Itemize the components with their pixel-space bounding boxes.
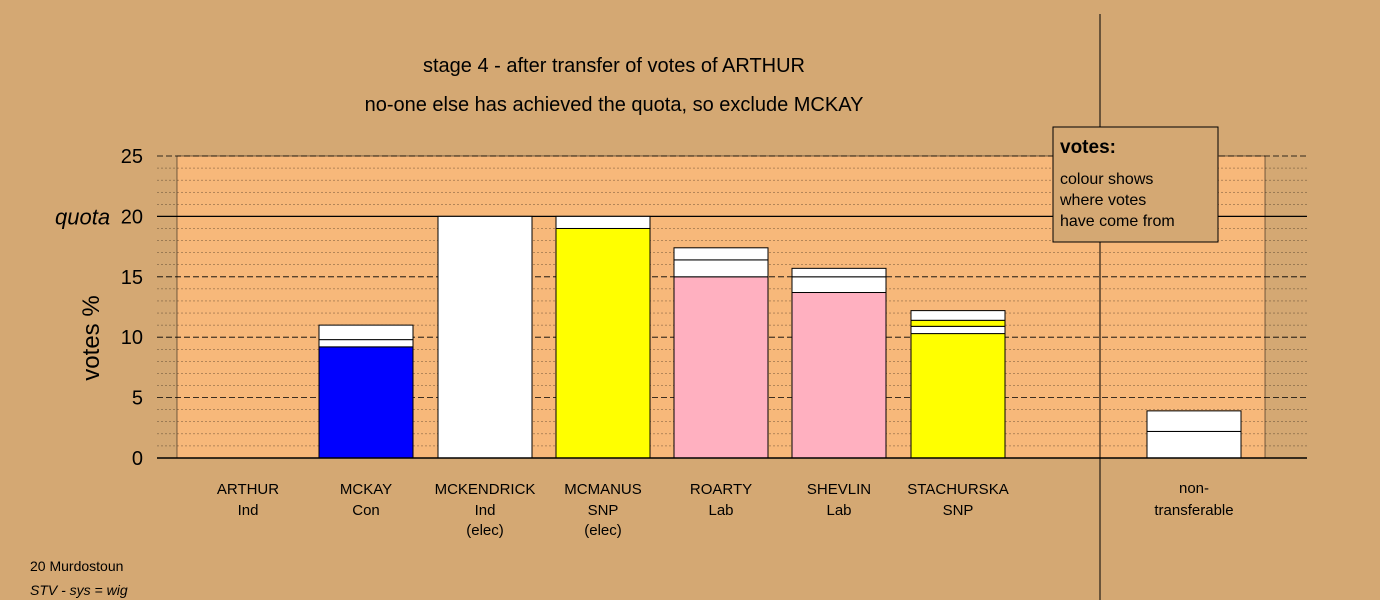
- y-tick-label: 5: [132, 388, 143, 410]
- candidate-arthur-party: Ind: [238, 502, 259, 519]
- candidate-mcmanus-party: SNP: [588, 502, 619, 519]
- y-axis-label: votes %: [78, 295, 105, 380]
- candidate-roarty-bar-segment: [673, 259, 769, 278]
- plot-area: 0 5 10 15 20 25 quota ARTHUR Ind MCKAY Con MCKENDRI…: [55, 14, 1307, 600]
- chart-title: stage 4 - after transfer of votes of ART…: [423, 55, 805, 77]
- candidate-stachurska-bar-segment: [910, 319, 1006, 327]
- candidate-stachurska-name: STACHURSKA: [907, 481, 1008, 498]
- candidate-mcmanus-note: (elec): [584, 522, 622, 539]
- y-tick-label: 10: [121, 327, 143, 349]
- candidate-roarty-bar-segment: [673, 247, 769, 261]
- candidate-shevlin-bar-segment: [791, 276, 887, 294]
- legend-box: [1052, 126, 1219, 243]
- candidate-mcmanus-name: MCMANUS: [564, 481, 642, 498]
- legend-line: colour shows: [1060, 171, 1153, 188]
- y-tick-label: 15: [121, 267, 143, 289]
- candidate-stachurska-bar-segment: [910, 325, 1006, 335]
- legend-line: where votes: [1059, 192, 1146, 209]
- candidate-mckendrick-party: Ind: [475, 502, 496, 519]
- candidate-mckay-bar-segment: [318, 339, 414, 348]
- candidate-mckendrick-note: (elec): [466, 522, 504, 539]
- candidate-mckay-bar-segment: [318, 324, 414, 341]
- nontransferable-bar-segment: [1146, 410, 1242, 432]
- candidate-mckendrick-bar-segment: [437, 215, 533, 459]
- candidate-shevlin-party: Lab: [826, 502, 851, 519]
- candidate-mckay-bar-segment: [318, 346, 414, 459]
- candidate-shevlin-bar-segment: [791, 267, 887, 278]
- candidate-stachurska-bar-segment: [910, 333, 1006, 459]
- candidate-arthur-name: ARTHUR: [217, 481, 279, 498]
- candidate-stachurska-bar-segment: [910, 310, 1006, 321]
- candidate-roarty-bar-segment: [673, 276, 769, 459]
- candidate-roarty-party: Lab: [708, 502, 733, 519]
- constituency-label: 20 Murdostoun: [30, 558, 124, 574]
- candidate-mcmanus-bar-segment: [555, 215, 651, 229]
- y-tick-label: 20: [121, 206, 143, 228]
- candidate-roarty-name: ROARTY: [690, 481, 752, 498]
- candidate-mcmanus-bar-segment: [555, 227, 651, 459]
- chart-subtitle: no-one else has achieved the quota, so e…: [365, 94, 864, 116]
- nontransferable-label-2: transferable: [1154, 502, 1233, 519]
- candidate-stachurska-party: SNP: [943, 502, 974, 519]
- legend-title: votes:: [1060, 137, 1116, 158]
- candidate-mckay-party: Con: [352, 502, 380, 519]
- legend-line: have come from: [1060, 213, 1175, 230]
- candidate-mckendrick-name: MCKENDRICK: [435, 481, 536, 498]
- y-tick-label: 25: [121, 146, 143, 168]
- candidate-shevlin-bar-segment: [791, 292, 887, 459]
- nontransferable-bar-segment: [1146, 430, 1242, 459]
- candidate-shevlin-name: SHEVLIN: [807, 481, 871, 498]
- nontransferable-label-1: non-: [1179, 480, 1209, 497]
- system-label: STV - sys = wig: [30, 582, 128, 598]
- candidate-mckay-name: MCKAY: [340, 481, 392, 498]
- y-tick-label: 0: [132, 448, 143, 470]
- quota-label: quota: [55, 204, 110, 229]
